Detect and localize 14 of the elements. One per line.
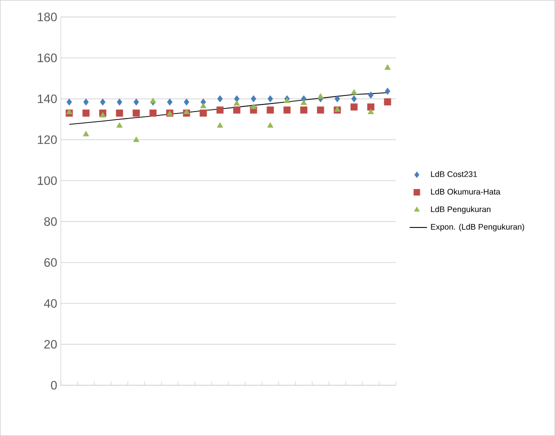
y-tick-label: 180	[38, 12, 57, 22]
legend-label: LdB Pengukuran	[431, 206, 490, 214]
y-tick-label: 100	[38, 176, 57, 185]
legend-label: LdB Okumura-Hata	[431, 188, 500, 195]
legend-label: Expon. (LdB Pengukuran)	[431, 224, 524, 232]
y-tick-label: 80	[44, 217, 57, 226]
y-tick-label: 20	[44, 340, 57, 349]
y-tick-label: 40	[44, 299, 57, 308]
legend-label: LdB Cost231	[431, 171, 477, 178]
y-tick-label: 60	[44, 258, 57, 267]
y-tick-label: 120	[38, 135, 57, 144]
y-tick-label: 140	[38, 94, 57, 104]
y-tick-label: 160	[38, 54, 57, 62]
y-tick-label: 0	[50, 380, 57, 390]
